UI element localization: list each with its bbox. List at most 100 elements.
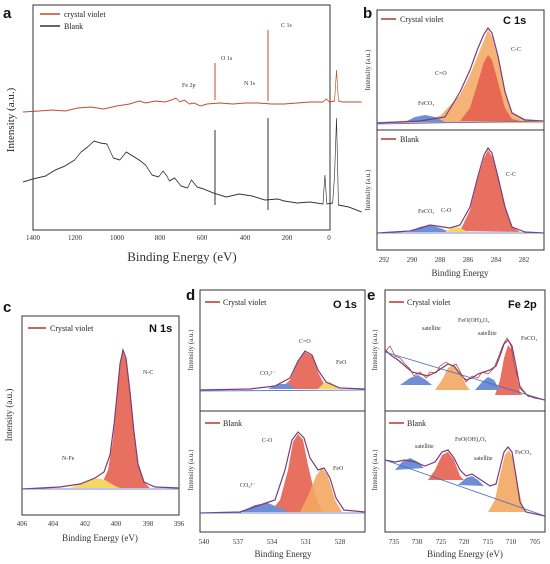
survey-peak-marks — [214, 30, 269, 210]
annotation-b-feco3-top: FeCO₃ — [418, 101, 434, 107]
tick-e-730: 730 — [412, 538, 423, 546]
annotation-d-co3-top: CO₃²⁻ — [260, 371, 275, 377]
panel-b-xticks: 292 290 288 286 284 282 — [379, 256, 530, 264]
tick-d-534: 534 — [267, 538, 278, 546]
envelope-b-top — [376, 26, 545, 124]
panel-label-c: c — [3, 299, 11, 316]
legend-label-b-blank: Blank — [400, 135, 419, 144]
panel-label-d: d — [186, 287, 195, 304]
tick-0: 0 — [327, 234, 331, 242]
tick-e-720: 720 — [459, 538, 470, 546]
panel-c-xticks: 406 404 402 400 398 396 — [17, 520, 185, 528]
panel-e-title: Fe 2p — [508, 299, 537, 311]
tick-e-710: 710 — [506, 538, 517, 546]
tick-600: 600 — [197, 234, 208, 242]
annotation-e-sat4: satellite — [474, 456, 493, 462]
baseline-b-top — [376, 120, 545, 125]
annotation-b-co-bottom: C-O — [441, 208, 452, 214]
tick-c-402: 402 — [80, 520, 91, 528]
peak-b-top-c-c — [460, 55, 520, 121]
panel-e-bottom-frame — [384, 410, 546, 533]
peak-c-n-fe — [70, 478, 120, 488]
annotation-d-co3-bottom: CO₃²⁻ — [240, 483, 255, 489]
panel-d-bottom-frame — [199, 410, 366, 533]
envelope-d-top — [199, 350, 366, 391]
annotation-d-feo-bottom: FeO — [333, 466, 344, 472]
panel-c-frame — [21, 315, 180, 516]
peak-b-bottom-c-c — [460, 150, 520, 232]
legend-label-e-cv: Crystal violet — [407, 298, 451, 307]
annotation-b-cc-top: C-C — [511, 47, 521, 53]
peak-d-bottom-feo — [300, 468, 342, 512]
envelope-c — [21, 347, 180, 490]
survey-line-crystal-violet — [23, 69, 362, 113]
envelope-b-bottom — [376, 146, 545, 234]
peak-b-top-c-eq-o — [377, 30, 544, 123]
annotation-fe2p: Fe 2p — [182, 83, 196, 89]
panel-label-a: a — [3, 5, 12, 22]
annotation-d-feo-top: FeO — [336, 360, 347, 366]
annotation-b-feco3-bottom: FeCO₃ — [418, 209, 434, 215]
annotation-c-nfe: N-Fe — [62, 456, 75, 462]
panel-b-ylabel-bottom: Intensity (a.u.) — [364, 169, 372, 211]
tick-c-400: 400 — [111, 520, 122, 528]
panel-e-ylabel-bottom: Intensity (a.u.) — [371, 449, 379, 491]
peak-d-bottom-c-o — [270, 434, 322, 512]
panel-a-ylabel: Intensity (a.u.) — [5, 87, 17, 152]
tick-d-531: 531 — [301, 538, 312, 546]
annotation-b-cc-bottom: C-C — [506, 172, 516, 178]
panel-label-b: b — [363, 5, 372, 22]
annotation-b-co-top: C=O — [435, 71, 447, 77]
tick-c-406: 406 — [17, 520, 28, 528]
panel-d-ylabel-top: Intensity (a.u.) — [187, 329, 195, 371]
tick-b-288: 288 — [435, 256, 446, 264]
peak-e-top-feooh — [435, 365, 470, 390]
panel-d-xlabel: Binding Energy — [254, 549, 312, 559]
envelope-e-bottom — [384, 446, 546, 517]
tick-e-715: 715 — [483, 538, 494, 546]
tick-e-705: 705 — [530, 538, 541, 546]
tick-200: 200 — [282, 234, 293, 242]
legend-label-crystal-violet: crystal violet — [64, 10, 106, 19]
envelope-d-bottom — [199, 431, 366, 514]
panel-b-xlabel: Binding Energy — [431, 268, 489, 278]
tick-800: 800 — [155, 234, 166, 242]
legend-label-b-cv: Crystal violet — [400, 15, 444, 24]
annotation-e-sat1: satellite — [422, 326, 441, 332]
peak-e-bottom-sat2 — [458, 476, 484, 486]
peak-d-top-co3 — [268, 384, 296, 389]
panel-c-title: N 1s — [149, 323, 172, 335]
tick-d-540: 540 — [199, 538, 210, 546]
panel-d-xticks: 540 537 534 531 528 — [199, 538, 346, 546]
panel-e-xlabel: Binding Energy (eV) — [427, 549, 503, 559]
baseline-d-top — [199, 389, 366, 392]
annotation-c-nc: N-C — [143, 370, 153, 376]
annotation-e-feco3-bottom: FeCO₃ — [515, 450, 531, 456]
annotation-e-feooh-bottom: FeO(OH)₂O₃ — [455, 436, 487, 443]
peak-b-bottom-c-o — [445, 227, 468, 232]
peak-e-bottom-feco3 — [488, 450, 526, 512]
legend-label-d-blank: Blank — [223, 419, 242, 428]
legend-label-d-cv: Crystal violet — [223, 298, 267, 307]
panel-e-ylabel-top: Intensity (a.u.) — [371, 329, 379, 371]
tick-c-396: 396 — [174, 520, 185, 528]
baseline-e-bottom — [384, 459, 546, 517]
survey-line-blank — [22, 117, 362, 213]
panel-e-xticks: 735 730 725 720 715 710 705 — [389, 538, 541, 546]
peak-d-top-feo — [318, 382, 340, 389]
peak-b-top-feco3 — [405, 115, 445, 122]
tick-1400: 1400 — [26, 234, 41, 242]
tick-b-286: 286 — [463, 256, 474, 264]
annotation-o1s: O 1s — [221, 56, 233, 62]
panel-a-xlabel: Binding Energy (eV) — [127, 249, 237, 264]
baseline-e-top — [384, 351, 546, 401]
envelope-e-top — [384, 339, 546, 401]
tick-e-735: 735 — [389, 538, 400, 546]
tick-d-537: 537 — [233, 538, 244, 546]
peak-e-bottom-sat1 — [395, 458, 424, 470]
panel-a-legend: crystal violet Blank — [40, 10, 106, 31]
tick-e-725: 725 — [436, 538, 447, 546]
tick-c-398: 398 — [143, 520, 154, 528]
peak-e-top-sat2 — [475, 377, 500, 390]
tick-1000: 1000 — [110, 234, 125, 242]
